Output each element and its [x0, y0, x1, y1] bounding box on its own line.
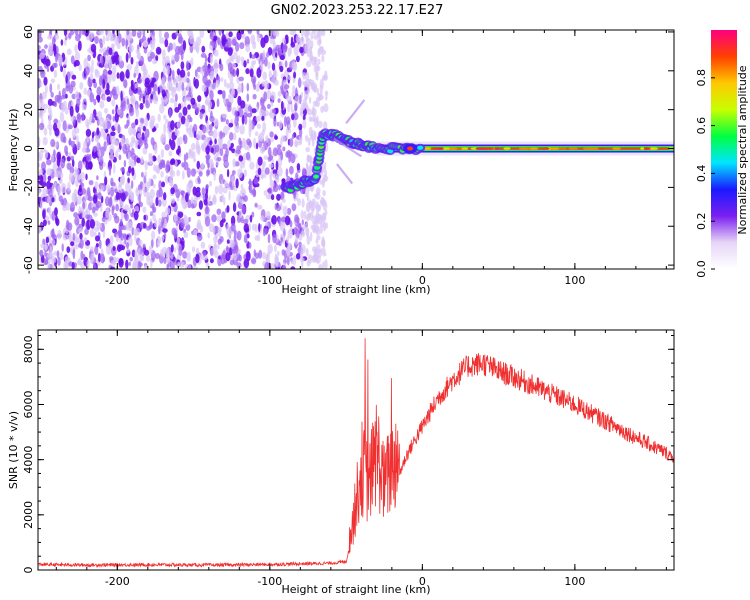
- x-tick-label: 100: [564, 575, 585, 588]
- spectrogram-frame: [37, 29, 675, 270]
- y-tick-label: 0: [22, 145, 35, 152]
- y-tick-label: 4000: [22, 446, 35, 474]
- y-tick-label: 0: [22, 567, 35, 574]
- y-tick-label: 20: [22, 103, 35, 117]
- colorbar: 0.0 0.2 0.4 0.6 0.8 Normalized spectral ampl…: [695, 30, 749, 278]
- y-tick-label: -60: [22, 256, 35, 274]
- colorbar-gradient: [711, 30, 737, 269]
- colorbar-tick-label: 0.6: [695, 117, 708, 135]
- snr-frame: [37, 329, 675, 571]
- y-tick-label: -40: [22, 217, 35, 235]
- spectrogram-signal: [280, 99, 674, 194]
- y-tick-label: 2000: [22, 501, 35, 529]
- colorbar-tick-label: 0.4: [695, 165, 708, 183]
- x-tick-label: 100: [564, 274, 585, 287]
- snr-x-label: Height of straight line (km): [281, 583, 430, 596]
- snr-y-label: SNR (10 * v/v): [7, 411, 20, 489]
- spectrogram-x-ticks: -200 -100 0 100: [55, 30, 667, 287]
- snr-y-ticks: 0 2000 4000 6000 8000: [22, 335, 674, 574]
- snr-x-ticks: -200 -100 0 100: [55, 330, 667, 588]
- snr-series-line: [38, 338, 674, 568]
- x-tick-label: 0: [419, 575, 426, 588]
- y-tick-label: 8000: [22, 335, 35, 363]
- y-tick-label: -20: [22, 178, 35, 196]
- x-tick-label: 0: [419, 274, 426, 287]
- x-tick-label: -200: [105, 575, 130, 588]
- spectrogram-x-label: Height of straight line (km): [281, 283, 430, 296]
- spectrogram-y-label: Frequency (Hz): [7, 109, 20, 192]
- x-tick-label: -200: [105, 274, 130, 287]
- x-tick-label: -100: [257, 274, 282, 287]
- colorbar-tick-label: 0.0: [695, 260, 708, 278]
- colorbar-tick-label: 0.2: [695, 212, 708, 230]
- colorbar-tick-label: 0.8: [695, 69, 708, 87]
- colorbar-ticks: 0.0 0.2 0.4 0.6 0.8: [695, 69, 715, 278]
- y-tick-label: 40: [22, 64, 35, 78]
- spectrogram-noise: [38, 30, 329, 269]
- y-tick-label: 60: [22, 25, 35, 39]
- y-tick-label: 6000: [22, 390, 35, 418]
- colorbar-label: Normalized spectral amplitude: [736, 65, 749, 234]
- x-tick-label: -100: [257, 575, 282, 588]
- chart-title: GN02.2023.253.22.17.E27: [271, 3, 444, 18]
- spectrogram-y-ticks: -60 -40 -20 0 20 40 60: [22, 25, 674, 274]
